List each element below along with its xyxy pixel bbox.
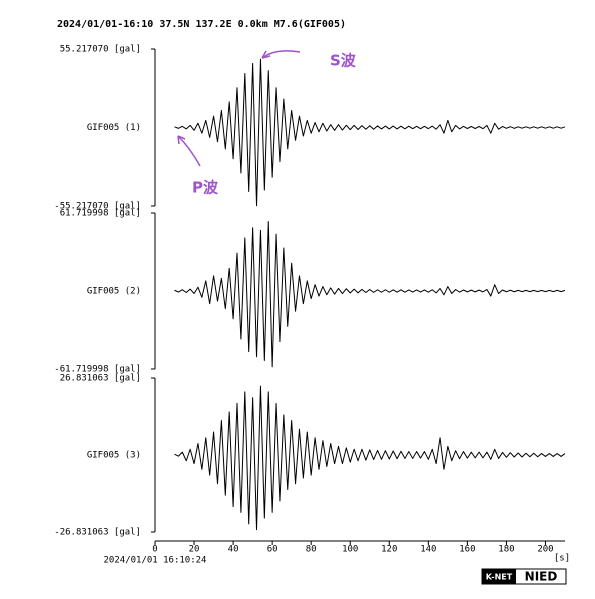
y-tick-label: 26.831063 [gal] [60, 374, 141, 384]
y-tick-label: -26.831063 [gal] [54, 528, 141, 538]
s-wave-label: S波 [330, 52, 357, 70]
trace-name: GIF005 (3) [87, 451, 141, 461]
trace-name: GIF005 (2) [87, 287, 141, 297]
y-tick-label: 61.719998 [gal] [60, 209, 141, 219]
x-tick-label: 200 [537, 545, 553, 555]
y-tick-label: 55.217070 [gal] [60, 45, 141, 55]
trace-name: GIF005 (1) [87, 123, 141, 133]
waveform [174, 58, 566, 207]
x-tick-label: 20 [189, 545, 200, 555]
x-tick-label: 0 [152, 545, 157, 555]
s-arrow-head [261, 50, 271, 59]
x-tick-label: 60 [267, 545, 278, 555]
s-arrow [261, 50, 301, 59]
x-unit: [s] [554, 554, 570, 564]
x-tick-label: 140 [420, 545, 436, 555]
title: 2024/01/01-16:10 37.5N 137.2E 0.0km M7.6… [57, 19, 346, 30]
p-arrow [177, 135, 201, 167]
y-tick-label: -55.217070 [gal] [54, 202, 141, 212]
x-tick-label: 80 [306, 545, 317, 555]
logo-knet: K-NET [486, 573, 513, 582]
x-start-time: 2024/01/01 16:10:24 [104, 556, 207, 566]
logo-dark [482, 569, 516, 584]
p-wave-label: P波 [192, 179, 219, 197]
waveform [174, 385, 566, 531]
x-tick-label: 160 [459, 545, 475, 555]
x-tick-label: 40 [228, 545, 239, 555]
x-tick-label: 180 [498, 545, 514, 555]
y-tick-label: -61.719998 [gal] [54, 365, 141, 375]
x-tick-label: 120 [381, 545, 397, 555]
p-arrow-head [177, 135, 186, 145]
logo: K-NET NIED [481, 568, 567, 585]
waveform [174, 220, 566, 368]
logo-nied: NIED [525, 570, 558, 584]
x-tick-label: 100 [342, 545, 358, 555]
